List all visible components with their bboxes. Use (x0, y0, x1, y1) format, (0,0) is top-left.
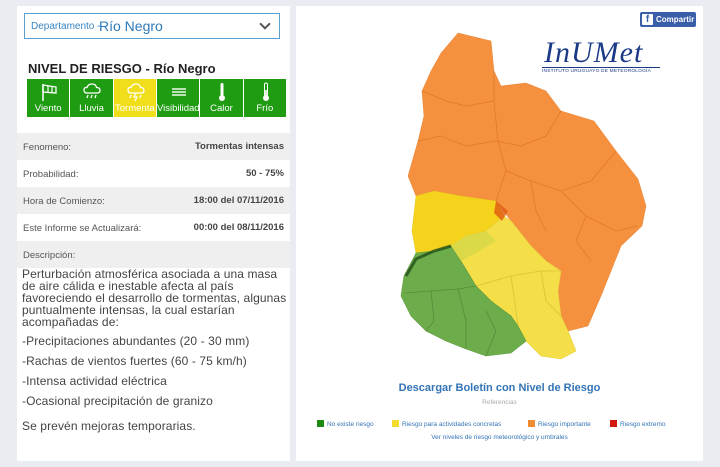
legend-swatch (317, 420, 324, 427)
share-label: Compartir (656, 15, 695, 24)
legend-item-no-risk: No existe riesgo (317, 420, 374, 428)
references-label: Referencias (482, 399, 517, 406)
legend-label: Riesgo importante (538, 421, 591, 428)
download-bulletin-link[interactable]: Descargar Boletín con Nivel de Riesgo (398, 382, 601, 394)
detail-value: 50 - 75% (245, 168, 284, 179)
description-intro: Perturbación atmosférica asociada a una … (22, 267, 287, 329)
facebook-icon: f (642, 14, 653, 25)
legend-item-specific-risk: Riesgo para actividades concretas (392, 420, 501, 428)
description-item: -Precipitaciones abundantes (20 - 30 mm) (22, 334, 250, 348)
detail-key: Probabilidad: (23, 169, 79, 180)
detail-row-start-time: Hora de Comienzo: 18:00 del 07/11/2016 (17, 187, 290, 214)
legend-swatch (528, 420, 535, 427)
detail-row-phenomenon: Fenomeno: Tormentas intensas (17, 133, 290, 160)
legend-item-extreme-risk: Riesgo extremo (610, 420, 666, 428)
detail-key: Hora de Comienzo: (23, 196, 105, 207)
phenomenon-wind[interactable]: Viento (27, 79, 70, 117)
legend-swatch (392, 420, 399, 427)
description-closing: Se prevén mejoras temporarias. (22, 419, 196, 433)
thermometer-high-icon (219, 83, 226, 101)
map-yellow-boundaries (475, 270, 562, 327)
detail-row-description: Descripción: (17, 241, 290, 268)
legend-label: Riesgo para actividades concretas (402, 421, 502, 428)
department-select-value: Río Negro (99, 18, 163, 34)
detail-key: Descripción: (23, 250, 76, 261)
map-green-boundaries (403, 285, 497, 357)
risk-levels-link[interactable]: Ver niveles de riesgo meteorológico y um… (431, 434, 568, 441)
logo-subtitle: INSTITUTO URUGUAYO DE METEOROLOGÍA (542, 67, 660, 74)
legend-swatch (610, 420, 617, 427)
risk-info-panel: Departamento - Río Negro NIVEL DE RIESGO… (17, 6, 290, 461)
description-item: -Rachas de vientos fuertes (60 - 75 km/h… (22, 354, 247, 368)
facebook-share-button[interactable]: f Compartir (640, 12, 696, 27)
storm-cloud-icon (127, 83, 145, 102)
detail-row-probability: Probabilidad: 50 - 75% (17, 160, 290, 187)
inumet-logo: InUMet INSTITUTO URUGUAYO DE METEOROLOGÍ… (542, 36, 662, 76)
detail-value: 00:00 del 08/11/2016 (193, 222, 284, 233)
logo-brand: InUMet (544, 36, 644, 69)
map-storm-accent (494, 201, 508, 221)
phenomenon-label: Visibilidad (156, 103, 200, 114)
detail-value: 18:00 del 07/11/2016 (193, 195, 284, 206)
chevron-down-icon (259, 18, 271, 30)
map-storm-band (404, 244, 452, 277)
phenomenon-label: Calor (210, 103, 233, 114)
risk-level-title: NIVEL DE RIESGO - Río Negro (28, 61, 216, 76)
map-legend: No existe riesgo Riesgo para actividades… (317, 419, 697, 431)
uruguay-risk-map[interactable] (346, 31, 661, 366)
map-orange-boundaries (417, 71, 639, 262)
legend-label: No existe riesgo (327, 421, 374, 428)
wind-flag-icon (42, 84, 57, 101)
phenomenon-cold[interactable]: Frío (243, 79, 286, 117)
phenomenon-visibility[interactable]: Visibilidad (156, 79, 200, 117)
phenomenon-label: Tormenta (115, 103, 155, 114)
phenomenon-label: Frío (256, 103, 274, 114)
department-select[interactable]: Departamento - Río Negro (24, 13, 280, 39)
description-item: -Ocasional precipitación de granizo (22, 394, 213, 408)
phenomenon-rain[interactable]: Lluvia (70, 79, 113, 117)
rain-cloud-icon (83, 83, 101, 99)
description-item: -Intensa actividad eléctrica (22, 374, 167, 388)
description-text: Perturbación atmosférica asociada a una … (22, 268, 287, 433)
risk-map-panel: f Compartir InUMet INSTITUTO URUGUAYO DE… (296, 6, 703, 461)
phenomenon-label: Viento (34, 103, 62, 114)
legend-label: Riesgo extremo (620, 421, 666, 428)
phenomenon-heat[interactable]: Calor (200, 79, 243, 117)
fog-lines-icon (171, 88, 186, 96)
detail-value: Tormentas intensas (194, 141, 284, 152)
phenomenon-label: Lluvia (79, 103, 104, 114)
detail-key: Fenomeno: (23, 142, 72, 153)
legend-item-important-risk: Riesgo importante (528, 420, 591, 428)
phenomena-bar: Viento Lluvia Tormenta (27, 79, 287, 117)
thermometer-low-icon (262, 82, 269, 101)
detail-key: Este Informe se Actualizará: (23, 223, 142, 234)
department-select-label: Departamento - (31, 21, 101, 32)
phenomenon-storm[interactable]: Tormenta (113, 79, 156, 117)
detail-row-update-time: Este Informe se Actualizará: 00:00 del 0… (17, 214, 290, 241)
map-storm-highlight (451, 231, 496, 261)
